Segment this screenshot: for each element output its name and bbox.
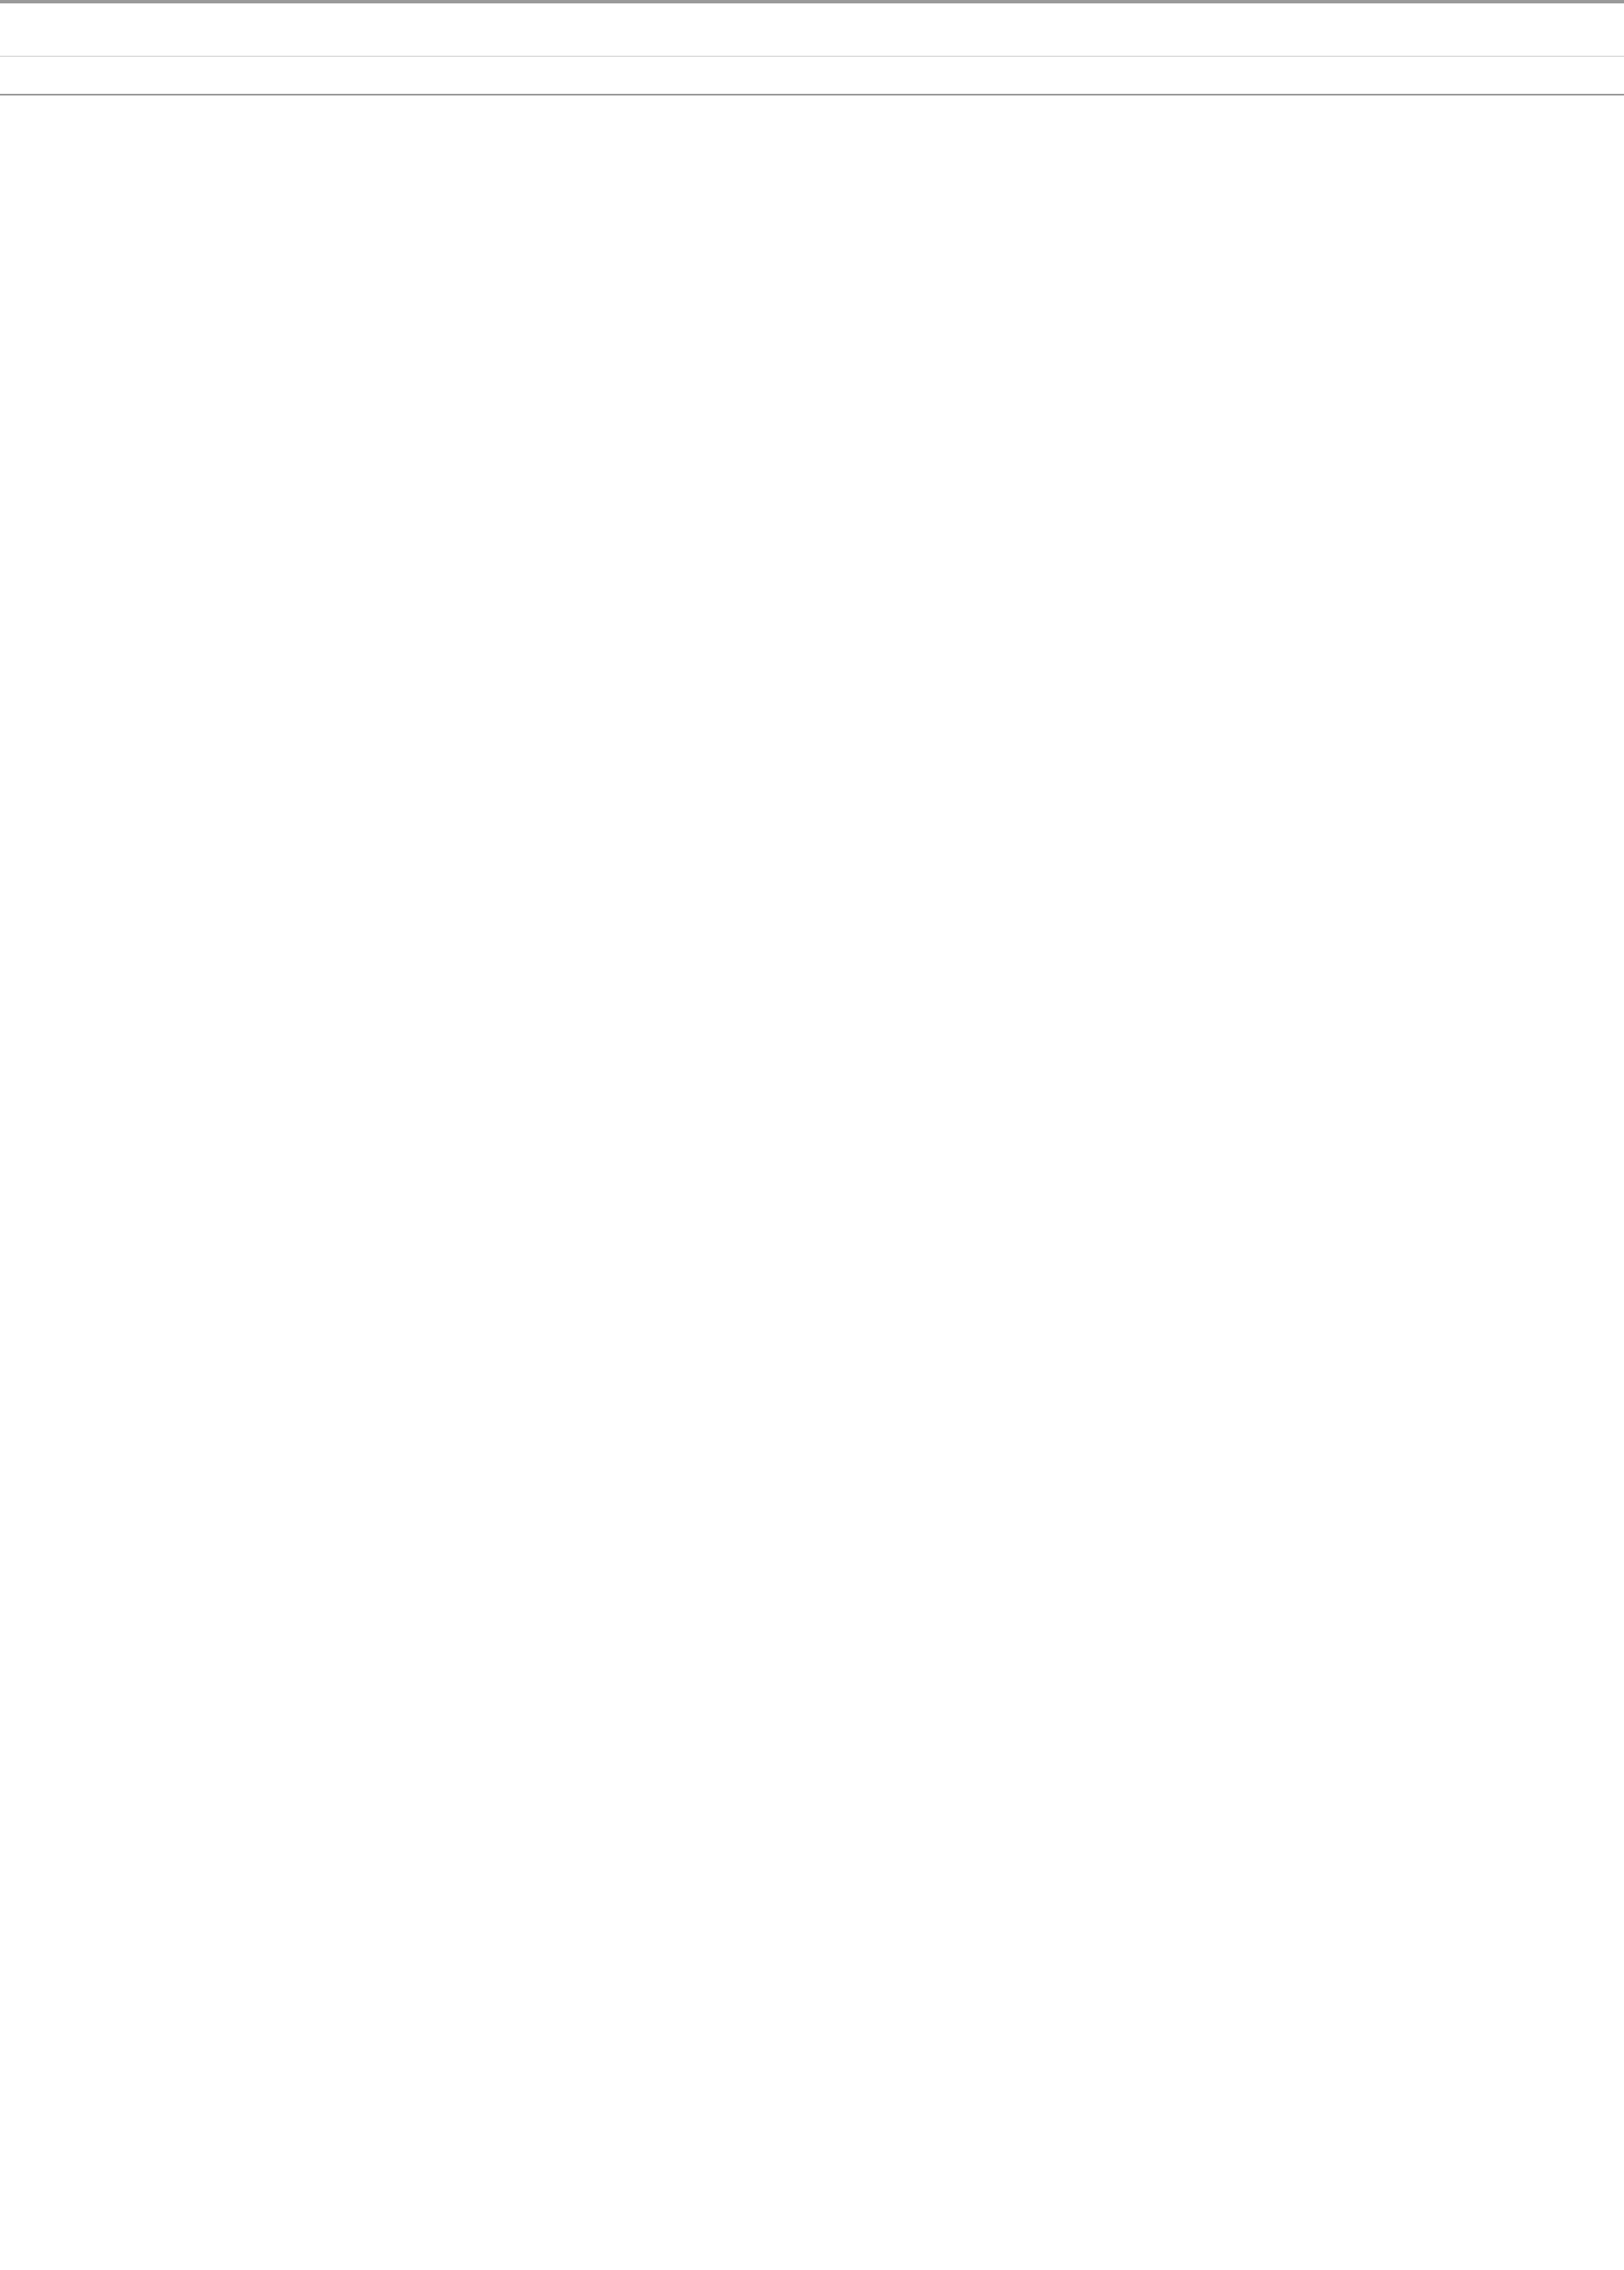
statistics-table: [0, 56, 1624, 95]
table-header-row: [0, 57, 1624, 95]
report-container: [0, 0, 1624, 95]
column-header-lake: [536, 57, 1080, 95]
column-header-statistic: [0, 57, 536, 95]
column-header-regional: [1080, 57, 1624, 95]
title-section: [0, 3, 1624, 56]
